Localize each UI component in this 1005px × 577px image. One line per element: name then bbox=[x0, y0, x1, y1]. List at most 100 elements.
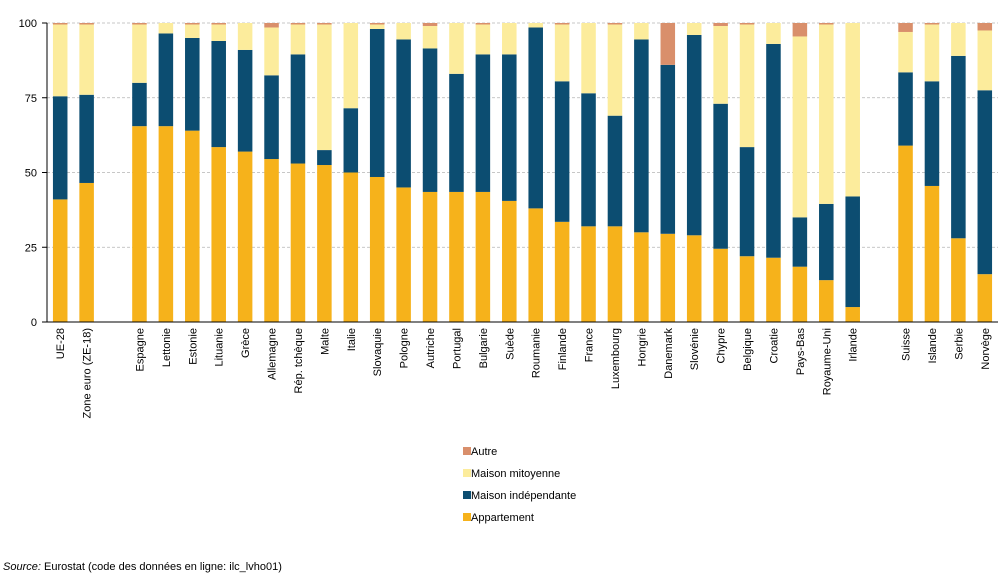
x-tick-label: Portugal bbox=[451, 328, 463, 369]
bar-segment bbox=[713, 25, 728, 104]
stacked-bar-chart: 0 25 50 75 100 UE-28 Zone euro (ZE-18) Espagne L… bbox=[19, 18, 998, 524]
bar-segment bbox=[79, 182, 94, 322]
bar-segment bbox=[264, 159, 279, 322]
bar-segment bbox=[951, 55, 966, 239]
bar-segment bbox=[475, 54, 491, 192]
y-tick-label-100: 100 bbox=[19, 18, 37, 30]
bar-segment bbox=[211, 40, 226, 148]
bar-segment bbox=[845, 23, 860, 197]
bar-segment bbox=[554, 221, 570, 322]
bar-segment bbox=[660, 23, 676, 65]
x-tick-label: Estonie bbox=[187, 328, 199, 365]
y-tick-label-75: 75 bbox=[25, 93, 37, 105]
bar-segment bbox=[317, 23, 332, 25]
x-tick-label: Malte bbox=[319, 328, 331, 355]
legend-label: Autre bbox=[471, 446, 497, 458]
bar-segment bbox=[158, 23, 174, 34]
bar-segment bbox=[607, 23, 623, 25]
bar-segment bbox=[158, 33, 174, 127]
bar-segment bbox=[369, 176, 385, 322]
bar-segment bbox=[132, 126, 147, 322]
bar-segment bbox=[739, 256, 755, 322]
bar-segment bbox=[766, 43, 781, 258]
bar-segment bbox=[898, 145, 913, 322]
bar-segment bbox=[766, 23, 781, 44]
bar-segment bbox=[237, 151, 253, 322]
x-tick-label: Slovénie bbox=[689, 328, 701, 370]
bar-segment bbox=[79, 23, 94, 25]
bar-segment bbox=[713, 103, 728, 249]
x-tick-label: Serbie bbox=[953, 328, 965, 360]
bar-segment bbox=[581, 23, 596, 94]
bar-segment bbox=[792, 217, 808, 267]
bar-segment bbox=[819, 203, 834, 281]
x-tick-label: Belgique bbox=[742, 328, 754, 371]
bar-segment bbox=[792, 36, 808, 218]
bar-segment bbox=[554, 24, 570, 82]
x-tick-label: Italie bbox=[346, 328, 358, 351]
bar-segment bbox=[951, 238, 966, 322]
bar-segment bbox=[686, 23, 702, 35]
bar-segment bbox=[369, 28, 385, 177]
x-tick-label: UE-28 bbox=[55, 328, 67, 359]
bar-segment bbox=[264, 75, 279, 160]
bar-segment bbox=[475, 24, 491, 55]
bar-segment bbox=[502, 23, 517, 55]
bar-segment bbox=[739, 24, 755, 148]
bar-segment bbox=[317, 150, 332, 166]
bar-segment bbox=[52, 96, 68, 200]
x-tick-label: Hongrie bbox=[636, 328, 648, 367]
legend-swatch bbox=[463, 447, 471, 455]
bar-segment bbox=[52, 199, 68, 322]
bar-segment bbox=[211, 24, 226, 41]
bar-segment bbox=[686, 235, 702, 322]
bar-segment bbox=[475, 23, 491, 25]
y-tick-label-0: 0 bbox=[31, 317, 37, 329]
bar-segment bbox=[290, 54, 306, 164]
bar-segment bbox=[528, 208, 543, 322]
bar-segment bbox=[713, 23, 728, 26]
bar-segment bbox=[739, 23, 755, 25]
source-note: Source: Eurostat (code des données en li… bbox=[3, 561, 282, 573]
bar-segment bbox=[634, 232, 649, 322]
bar-segment bbox=[343, 23, 359, 109]
bar-segment bbox=[607, 24, 623, 116]
x-tick-label: Lituanie bbox=[214, 328, 226, 367]
bar-segment bbox=[819, 280, 834, 322]
y-tick-label-25: 25 bbox=[25, 242, 37, 254]
bar-segment bbox=[924, 81, 940, 186]
bar-segment bbox=[898, 31, 913, 73]
x-tick-label: Islande bbox=[927, 328, 939, 363]
x-tick-label: Pologne bbox=[399, 328, 411, 368]
bar-segment bbox=[977, 30, 993, 91]
x-tick-label: Norvège bbox=[980, 328, 992, 370]
gridlines bbox=[47, 22, 998, 248]
bar-segment bbox=[132, 24, 147, 83]
bar-segment bbox=[79, 94, 94, 183]
bar-segment bbox=[607, 115, 623, 227]
bar-segment bbox=[449, 73, 464, 192]
bar-segment bbox=[317, 24, 332, 151]
x-tick-label: Finlande bbox=[557, 328, 569, 370]
bar-segment bbox=[819, 24, 834, 204]
legend-swatch bbox=[463, 491, 471, 499]
bar-segment bbox=[290, 163, 306, 322]
source-label: Source: bbox=[3, 561, 41, 573]
bar-segment bbox=[528, 23, 543, 28]
bar-segment bbox=[185, 130, 200, 322]
x-tick-label: Danemark bbox=[663, 328, 675, 379]
bar-segment bbox=[977, 23, 993, 31]
bar-segment bbox=[237, 49, 253, 152]
bar-segment bbox=[739, 147, 755, 257]
source-text: Eurostat (code des données en ligne: ilc… bbox=[43, 561, 282, 573]
bar-segment bbox=[52, 23, 68, 25]
bar-segment bbox=[185, 23, 200, 25]
bar-segment bbox=[290, 23, 306, 25]
bar-segment bbox=[264, 23, 279, 28]
bar-segment bbox=[686, 34, 702, 236]
bar-segment bbox=[449, 191, 464, 322]
legend: Autre Maison mitoyenne Maison indépendante… bbox=[463, 446, 576, 524]
bar-segment bbox=[396, 187, 411, 322]
bar-segment bbox=[502, 54, 517, 201]
bar-segment bbox=[581, 93, 596, 227]
